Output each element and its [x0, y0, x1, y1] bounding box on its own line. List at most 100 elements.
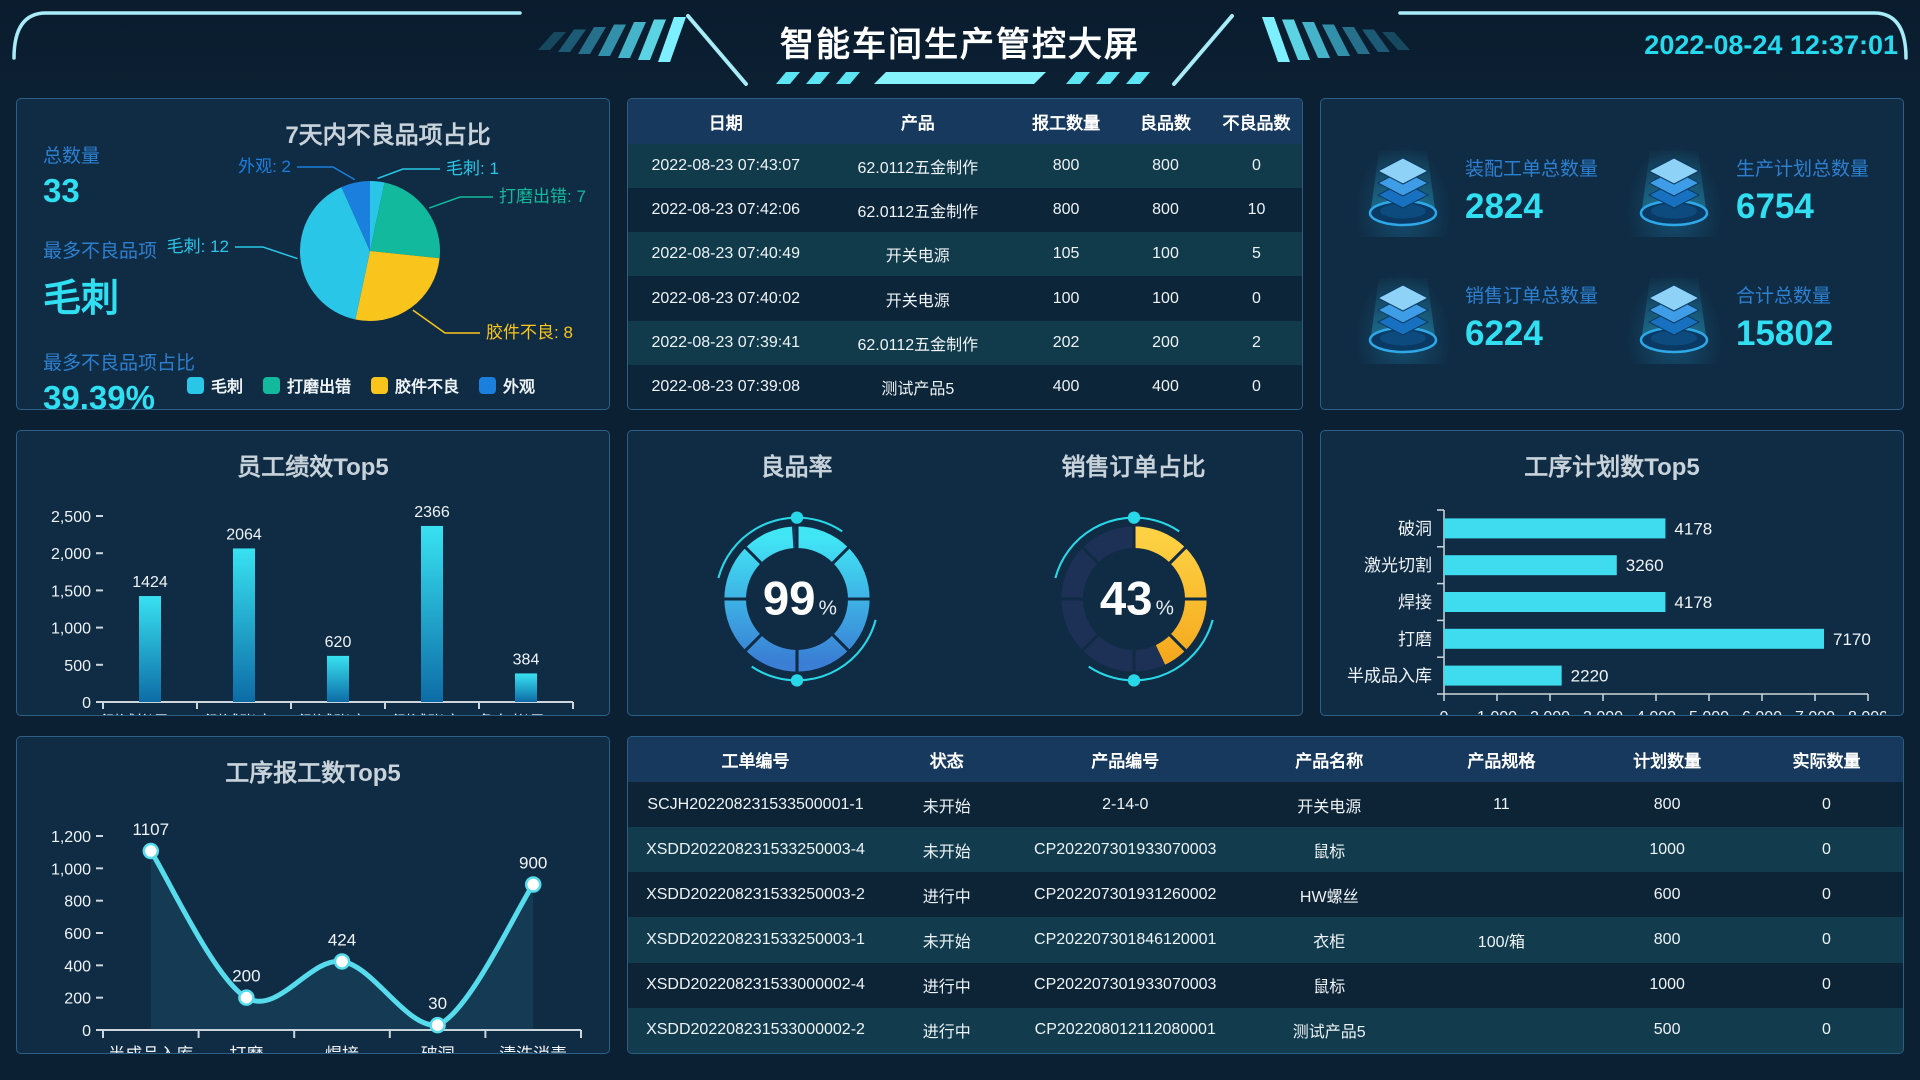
- table-cell: 100/箱: [1477, 934, 1525, 952]
- table-cell: 800: [1653, 931, 1681, 949]
- table-cell: 11: [1493, 795, 1510, 813]
- table-cell: 2022-08-23 07:40:02: [651, 289, 801, 307]
- svg-text:0: 0: [1440, 709, 1449, 716]
- table-cell: 202: [1052, 333, 1080, 351]
- column-header: 产品名称: [1240, 737, 1419, 782]
- table-cell: 2022-08-23 07:42:06: [651, 201, 801, 219]
- svg-text:900: 900: [519, 854, 547, 873]
- table-row: XSDD202208231533250003-2 进行中 CP20220730193…: [628, 872, 1903, 918]
- column-header: 报工数量: [1012, 99, 1120, 144]
- card-assembly-orders: 装配工单总数量 2824: [1341, 127, 1612, 254]
- stat-top-defect-ratio: 最多不良品项占比 39.39%: [43, 348, 195, 410]
- svg-text:6,000: 6,000: [1742, 709, 1782, 716]
- svg-text:500: 500: [64, 658, 91, 675]
- svg-text:3260: 3260: [1626, 556, 1664, 575]
- table-cell: 105: [1052, 245, 1080, 263]
- table-cell: 衣柜: [1313, 934, 1346, 952]
- svg-text:%: %: [818, 596, 836, 619]
- table-cell: CP202207301933070003: [1034, 840, 1217, 858]
- svg-text:4,000: 4,000: [1636, 709, 1676, 716]
- svg-text:测试账户5: 测试账户5: [393, 713, 470, 716]
- table-cell: 400: [1152, 377, 1179, 395]
- table-cell: 62.0112五金制作: [857, 160, 979, 178]
- stacked-layers-icon: [1355, 144, 1451, 237]
- stat-value: 毛刺: [43, 278, 120, 320]
- svg-text:1,200: 1,200: [51, 829, 91, 846]
- table-cell: CP202207301846120001: [1034, 931, 1217, 949]
- column-header: 产品: [823, 99, 1013, 144]
- svg-text:打磨出错: 7: 打磨出错: 7: [499, 187, 586, 206]
- table-cell: 测试产品5: [881, 380, 955, 398]
- svg-text:800: 800: [64, 894, 91, 911]
- table-cell: 未开始: [922, 798, 971, 816]
- panel-defect-ratio: 7天内不良品项占比 总数量 33 最多不良品项 毛刺 最多不良品项占比 39.3…: [16, 98, 610, 410]
- sales-gauge-title: 销售订单占比: [1061, 454, 1206, 481]
- table-cell: 400: [1052, 377, 1080, 395]
- stat-value: 33: [43, 172, 80, 209]
- legend-label: 毛刺: [211, 379, 244, 396]
- table-cell: 鼠标: [1313, 979, 1346, 997]
- table-cell: 10: [1247, 201, 1266, 219]
- stacked-layers-icon: [1626, 271, 1722, 364]
- table-row: 2022-08-23 07:43:07 62.0112五金制作 800 800 0: [628, 144, 1302, 189]
- stacked-layers-icon: [1626, 144, 1722, 237]
- gauge-titles: 良品率 销售订单占比: [628, 431, 1302, 482]
- svg-text:测试账户3: 测试账户3: [299, 713, 376, 716]
- svg-text:5,000: 5,000: [1689, 709, 1729, 716]
- table-cell: 0: [1822, 840, 1831, 858]
- table-cell: XSDD202208231533250003-2: [646, 885, 865, 903]
- table-cell: 开关电源: [1297, 798, 1362, 816]
- card-value: 15802: [1736, 314, 1834, 353]
- card-sales-orders: 销售订单总数量 6224: [1341, 254, 1612, 381]
- table-cell: 进行中: [922, 1024, 971, 1042]
- table-cell: 2022-08-23 07:43:07: [651, 157, 801, 175]
- table-cell: 0: [1822, 1021, 1831, 1039]
- gauges: 99% 43%: [628, 496, 1302, 702]
- card-label: 生产计划总数量: [1736, 159, 1870, 180]
- svg-text:%: %: [1155, 596, 1173, 619]
- svg-text:2220: 2220: [1571, 667, 1609, 686]
- table-cell: 800: [1052, 157, 1080, 175]
- table-cell: 62.0112五金制作: [857, 204, 979, 222]
- table-cell: 0: [1252, 289, 1261, 307]
- table-cell: 100: [1152, 289, 1179, 307]
- svg-text:200: 200: [232, 967, 260, 986]
- card-value: 6754: [1736, 187, 1814, 226]
- table-cell: XSDD202208231533000002-2: [646, 1021, 865, 1039]
- table-cell: [1419, 1008, 1585, 1053]
- table-cell: 0: [1252, 157, 1261, 175]
- svg-text:7,000: 7,000: [1795, 709, 1835, 716]
- svg-text:1,500: 1,500: [51, 583, 91, 600]
- table-cell: 测试产品5: [1292, 1024, 1366, 1042]
- stat-label: 最多不良品项: [43, 241, 158, 262]
- table-cell: 2022-08-23 07:39:08: [651, 377, 801, 395]
- header-decoration: [12, 11, 1908, 86]
- svg-text:400: 400: [64, 958, 91, 975]
- process-report-title: 工序报工数Top5: [225, 760, 401, 787]
- svg-text:3,000: 3,000: [1583, 709, 1623, 716]
- page-title: 智能车间生产管控大屏: [780, 26, 1140, 64]
- svg-text:8,000: 8,000: [1848, 709, 1886, 716]
- svg-text:破洞: 破洞: [1398, 519, 1432, 538]
- employee-bar-title: 员工绩效Top5: [237, 454, 389, 481]
- page-header: 智能车间生产管控大屏 2022-08-24 12:37:01: [0, 0, 1920, 86]
- stat-value: 39.39%: [43, 379, 155, 410]
- svg-text:破洞: 破洞: [421, 1045, 455, 1054]
- svg-text:1424: 1424: [132, 574, 168, 591]
- card-grand-total: 合计总数量 15802: [1612, 254, 1883, 381]
- column-header: 工单编号: [628, 737, 883, 782]
- svg-text:0: 0: [82, 695, 91, 712]
- table-cell: 100: [1152, 245, 1179, 263]
- table-cell: 200: [1152, 333, 1179, 351]
- table-cell: XSDD202208231533250003-4: [646, 840, 865, 858]
- yield-gauge: 99%: [628, 496, 965, 702]
- svg-text:43: 43: [1099, 572, 1152, 625]
- dashboard-grid: 7天内不良品项占比 总数量 33 最多不良品项 毛刺 最多不良品项占比 39.3…: [0, 86, 1920, 1054]
- panel-employee-performance: 员工绩效Top5 0 500 1,000 1,500 2,000 2,500 1424 测试帐…: [16, 430, 610, 716]
- table-row: 2022-08-23 07:40:02 开关电源 100 100 0: [628, 276, 1302, 321]
- legend-swatch: [263, 376, 281, 394]
- legend-item: 胶件不良: [371, 373, 459, 397]
- table-cell: [1419, 827, 1585, 872]
- svg-text:4178: 4178: [1674, 519, 1712, 538]
- process-report-chart: 0 200 400 600 800 1,000 1,200 1107 半成品入库 200 打磨 424…: [51, 820, 582, 1054]
